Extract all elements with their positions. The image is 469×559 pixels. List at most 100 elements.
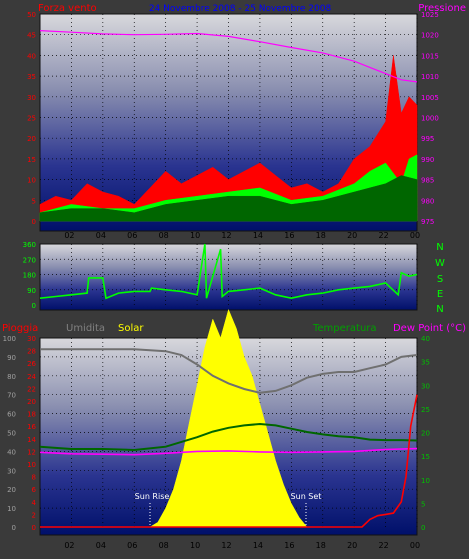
x-tick-label: 18 bbox=[316, 541, 326, 550]
temp-y-tick: 20 bbox=[421, 430, 430, 438]
x-tick-label: 22 bbox=[378, 231, 388, 240]
direction-y-tick: 0 bbox=[32, 302, 36, 310]
x-tick-label: 12 bbox=[221, 541, 231, 550]
x-tick-label: 00 bbox=[410, 541, 420, 550]
rain-y-tick: 4 bbox=[32, 499, 37, 507]
humidity-y-tick: 70 bbox=[7, 392, 16, 400]
humidity-y-tick: 30 bbox=[7, 467, 16, 475]
rain-y-tick: 24 bbox=[27, 373, 36, 381]
humidity-y-tick: 100 bbox=[3, 335, 16, 343]
pressure-y-tick: 1015 bbox=[421, 52, 439, 60]
x-tick-label: 08 bbox=[159, 231, 169, 240]
x-tick-label: 20 bbox=[347, 231, 357, 240]
rain-y-tick: 28 bbox=[27, 348, 36, 356]
x-tick-label: 04 bbox=[96, 541, 106, 550]
rain-y-tick: 20 bbox=[27, 398, 36, 406]
sunrise-label: Sun Rise bbox=[135, 492, 170, 501]
x-tick-label: 02 bbox=[64, 231, 74, 240]
pressure-y-tick: 1000 bbox=[421, 115, 439, 123]
wind-y-tick: 25 bbox=[27, 115, 36, 123]
x-tick-label: 12 bbox=[221, 231, 231, 240]
humidity-line bbox=[40, 348, 418, 394]
wind-y-tick: 45 bbox=[27, 32, 36, 40]
temp-y-tick: 0 bbox=[421, 524, 425, 532]
wind-y-tick: 5 bbox=[32, 197, 36, 205]
date-range: 24 Novembre 2008 - 25 Novembre 2008 bbox=[149, 4, 332, 14]
solar-area bbox=[149, 308, 308, 528]
x-tick-label: 16 bbox=[284, 231, 294, 240]
rain-y-tick: 2 bbox=[32, 511, 36, 519]
temp-y-tick: 5 bbox=[421, 500, 425, 508]
x-tick-label: 08 bbox=[159, 541, 169, 550]
rain-y-tick: 8 bbox=[32, 474, 36, 482]
compass-s: S bbox=[437, 274, 443, 285]
temp-y-tick: 10 bbox=[421, 477, 430, 485]
temperature-line bbox=[39, 422, 418, 452]
direction-y-tick: 270 bbox=[23, 256, 36, 264]
x-tick-label: 18 bbox=[316, 231, 326, 240]
wind-y-tick: 10 bbox=[27, 177, 36, 185]
rain-title: Pioggia bbox=[2, 323, 38, 334]
direction-y-tick: 360 bbox=[23, 241, 36, 249]
pressure-y-tick: 975 bbox=[421, 218, 434, 226]
rain-y-tick: 14 bbox=[27, 436, 36, 444]
pressure-y-tick: 985 bbox=[421, 177, 434, 185]
temp-y-tick: 30 bbox=[421, 382, 430, 390]
temp-y-tick: 40 bbox=[421, 335, 430, 343]
pressure-y-tick: 1010 bbox=[421, 73, 439, 81]
wind-y-tick: 15 bbox=[27, 156, 36, 164]
rain-line bbox=[40, 394, 418, 528]
pressure-y-tick: 1020 bbox=[421, 32, 439, 40]
x-tick-label: 06 bbox=[127, 231, 137, 240]
pressure-y-tick: 990 bbox=[421, 156, 434, 164]
humidity-y-tick: 20 bbox=[7, 486, 16, 494]
compass-n-bottom: N bbox=[436, 304, 443, 315]
x-tick-label: 16 bbox=[284, 541, 294, 550]
x-tick-label: 10 bbox=[190, 541, 200, 550]
rain-y-tick: 12 bbox=[27, 448, 36, 456]
compass-e: E bbox=[437, 289, 443, 300]
x-tick-label: 14 bbox=[253, 541, 263, 550]
pressure-y-tick: 980 bbox=[421, 197, 434, 205]
direction-y-tick: 90 bbox=[27, 287, 36, 295]
pressure-title: Pressione bbox=[418, 3, 466, 14]
x-tick-label: 14 bbox=[253, 231, 263, 240]
x-tick-label: 04 bbox=[96, 231, 106, 240]
wind-title: Forza vento bbox=[38, 3, 97, 14]
pressure-line bbox=[39, 30, 418, 83]
pressure-y-tick: 1005 bbox=[421, 94, 439, 102]
rain-y-tick: 16 bbox=[27, 423, 36, 431]
rain-y-tick: 18 bbox=[27, 411, 36, 419]
chart-marks bbox=[39, 30, 418, 528]
temp-y-tick: 15 bbox=[421, 453, 430, 461]
avg-wind-area bbox=[39, 175, 418, 222]
wind-y-tick: 20 bbox=[27, 135, 36, 143]
wind-y-tick: 40 bbox=[27, 52, 36, 60]
humidity-y-tick: 60 bbox=[7, 411, 16, 419]
x-tick-label: 06 bbox=[127, 541, 137, 550]
compass-w: W bbox=[435, 258, 445, 269]
humidity-title: Umidita bbox=[66, 323, 105, 334]
temp-y-tick: 35 bbox=[421, 359, 430, 367]
humidity-y-tick: 80 bbox=[7, 373, 16, 381]
rain-y-tick: 6 bbox=[32, 486, 37, 494]
rain-y-tick: 22 bbox=[27, 385, 36, 393]
rain-y-tick: 10 bbox=[27, 461, 36, 469]
x-tick-label: 20 bbox=[347, 541, 357, 550]
x-tick-label: 10 bbox=[190, 231, 200, 240]
temp-y-tick: 25 bbox=[421, 406, 430, 414]
temperature-title: Temperatura bbox=[312, 323, 377, 334]
x-tick-label: 00 bbox=[410, 231, 420, 240]
dewpoint-title: Dew Point (°C) bbox=[393, 323, 466, 334]
rain-y-tick: 0 bbox=[32, 524, 36, 532]
humidity-y-tick: 40 bbox=[7, 448, 16, 456]
humidity-y-tick: 10 bbox=[7, 505, 16, 513]
x-tick-label: 02 bbox=[64, 541, 74, 550]
wind-direction-line bbox=[39, 243, 418, 300]
x-tick-label: 22 bbox=[378, 541, 388, 550]
sunset-label: Sun Set bbox=[291, 492, 322, 501]
humidity-y-tick: 0 bbox=[12, 524, 16, 532]
